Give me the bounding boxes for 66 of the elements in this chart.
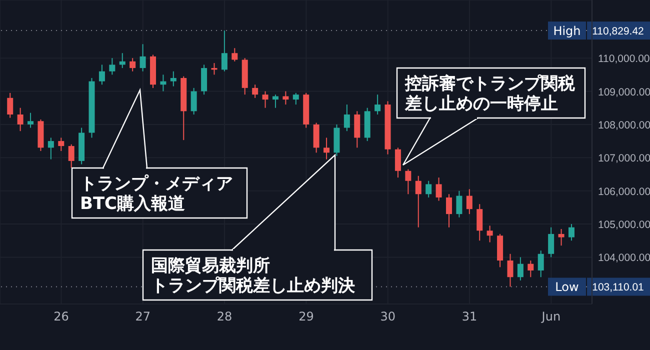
annotation: 国際貿易裁判所トランプ関税差し止め判決 (151, 256, 356, 296)
candlestick (201, 64, 208, 96)
candlestick (374, 94, 381, 115)
x-tick-label: 29 (298, 310, 314, 324)
candlestick (548, 226, 554, 258)
candlestick (446, 194, 452, 228)
candlestick (98, 64, 105, 86)
candlestick (292, 92, 299, 106)
candlestick (68, 144, 74, 168)
x-tick-label: 31 (462, 310, 478, 324)
candlestick (262, 90, 268, 108)
candlestick (232, 48, 238, 62)
candlestick (211, 62, 218, 76)
x-tick-label: 26 (54, 310, 69, 324)
x-tick-label: 27 (135, 310, 151, 324)
candlestick (282, 90, 289, 106)
y-tick-label: 105,000.00 (598, 219, 650, 232)
candlestick (28, 112, 34, 128)
callout: 控訴審でトランプ関税差し止めの一時停止 (396, 67, 586, 166)
candlestick (170, 70, 176, 87)
candlestick (507, 253, 514, 288)
candlestick (130, 58, 136, 72)
candlestick (517, 256, 524, 281)
y-tick-label: 106,000.00 (598, 186, 650, 198)
candlestick (119, 52, 126, 69)
annotation: 控訴審でトランプ関税差し止めの一時停止 (404, 74, 576, 114)
candlestick (436, 177, 442, 202)
annotation: トランプ・メディアBTC購入報道 (80, 174, 233, 214)
candlestick (324, 137, 330, 160)
candlestick (17, 107, 24, 132)
x-tick-label: Jun (540, 310, 561, 324)
candlestick (354, 110, 360, 148)
candlestick (221, 30, 228, 72)
candlestick (568, 224, 574, 242)
y-tick-label: 108,000.00 (598, 119, 650, 132)
candlestick (426, 180, 432, 198)
candlestick (394, 147, 401, 178)
candlestick (252, 84, 258, 98)
candlestick (558, 228, 564, 246)
candlestick (48, 137, 54, 160)
y-tick-label: 109,000.00 (598, 86, 650, 98)
candlestick (272, 94, 278, 108)
candlestick (456, 190, 462, 218)
candlestick (415, 175, 422, 228)
y-tick-label: 104,000.00 (598, 252, 650, 264)
candlestick (140, 44, 146, 72)
candlestick (466, 188, 472, 215)
candlestick (58, 137, 64, 152)
candlestick (190, 87, 197, 115)
callout: トランプ・メディアBTC購入報道 (71, 88, 248, 219)
candlestick (405, 168, 412, 195)
candlestick (109, 58, 116, 76)
y-tick-label: 110,000.00 (598, 53, 650, 66)
ref-line-label: High 110,829.42 (553, 24, 644, 38)
candlestick (528, 260, 534, 278)
candlestick (7, 92, 14, 118)
candlestick (486, 225, 493, 243)
candlestick (538, 250, 544, 278)
candlestick (344, 104, 350, 132)
ref-line-label: Low 103,110.01 (555, 280, 644, 294)
x-tick-label: 28 (216, 310, 232, 324)
candlestick (476, 204, 483, 242)
y-tick-label: 107,000.00 (598, 152, 650, 165)
candlestick (313, 122, 320, 154)
x-tick-label: 30 (380, 310, 396, 324)
candlestick (160, 74, 166, 92)
